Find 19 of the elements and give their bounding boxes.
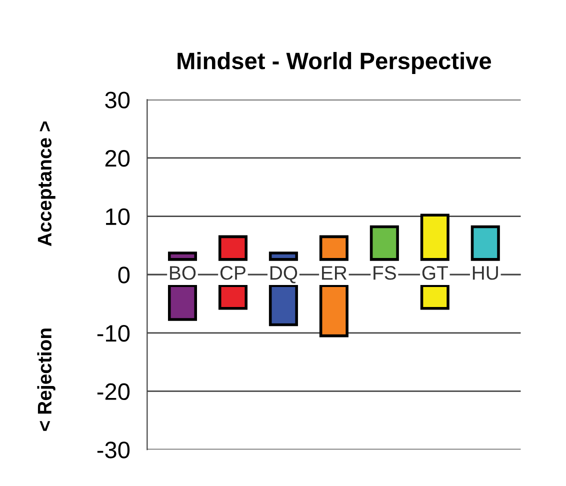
- y-tick-label: -20: [97, 383, 130, 400]
- y-tick-label: 30: [105, 92, 130, 108]
- y-tick-label: 20: [105, 150, 130, 167]
- text: < Rejection: [37, 328, 56, 431]
- y-tick-label: 10: [106, 208, 130, 226]
- x-tick-label: FS: [374, 266, 396, 280]
- x-tick-label: BO: [170, 266, 196, 280]
- x-tick-label: ER: [322, 266, 347, 280]
- x-tick-label: GT: [422, 266, 448, 280]
- y-tick-label: -10: [97, 324, 130, 342]
- bar: [470, 225, 500, 261]
- x-tick-label: HU: [472, 266, 498, 280]
- y-tick-label: 0: [118, 266, 130, 284]
- chart-title: Mindset - World Perspective: [178, 52, 492, 74]
- y-tick-label: -30: [97, 442, 130, 458]
- bar: [370, 225, 399, 261]
- x-tick-label: DQ: [270, 266, 298, 284]
- x-tick-label: CP: [220, 266, 246, 280]
- text: Acceptance >: [38, 121, 56, 246]
